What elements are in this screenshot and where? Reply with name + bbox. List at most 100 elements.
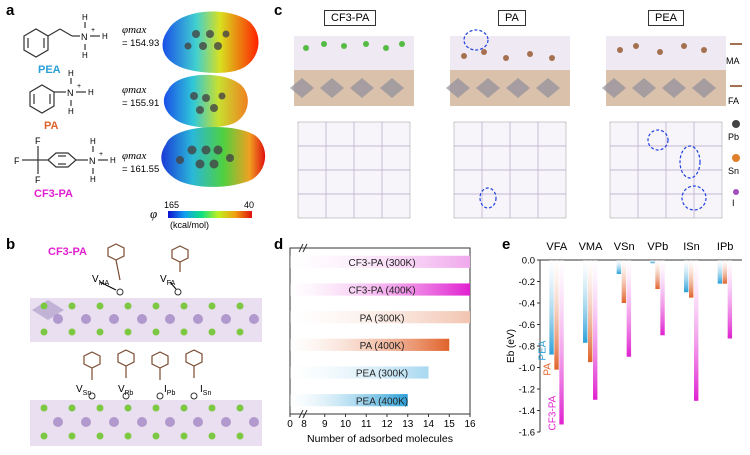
- legend-label-sn: Sn: [728, 166, 740, 176]
- y-tick-label-2: -0.4: [519, 299, 535, 310]
- phi-value-cf3pa: = 161.55: [122, 164, 160, 175]
- panel-d-chart: CF3-PA (300K) CF3-PA (400K) PA (300K) PA (4…: [287, 243, 476, 445]
- y-tick-label-1: -0.2: [519, 277, 535, 288]
- svg-text:F: F: [35, 175, 41, 185]
- column-title-pa: PA: [498, 10, 526, 26]
- phi-value-pea: = 154.93: [122, 38, 160, 49]
- structure-pea-side: [602, 36, 726, 106]
- x-axis-label: Number of adsorbed molecules: [307, 433, 453, 445]
- axis-break-mark: [298, 409, 304, 419]
- bar-CF3-PA-3: [660, 260, 665, 336]
- bar-CF3-PA-5: [727, 260, 733, 339]
- x-tick-label-8: 15: [444, 419, 456, 430]
- panel-c-graphics: [290, 29, 742, 219]
- y-tick-label-4: -0.8: [519, 342, 535, 353]
- bar-label-0: CF3-PA (300K): [348, 258, 415, 269]
- svg-text:N: N: [67, 88, 74, 98]
- phi-label-pa: φmax: [122, 84, 147, 96]
- panel-b-graphics: [30, 243, 262, 446]
- column-title-cf3pa: CF3-PA: [324, 10, 377, 26]
- bar-label-3: PA (400K): [360, 341, 405, 352]
- panel-letter-a: a: [6, 2, 15, 19]
- panel-letter-d: d: [274, 236, 284, 253]
- cf3pa-structure: [22, 146, 108, 174]
- svg-text:H: H: [68, 107, 74, 116]
- x-tick-label-4: 11: [361, 419, 372, 430]
- y-tick-label-5: -1.0: [519, 363, 535, 374]
- esp-map-pa: [163, 74, 248, 128]
- y-tick-label-6: -1.2: [519, 385, 535, 396]
- svg-text:H: H: [88, 88, 94, 97]
- bar-4: [290, 366, 429, 379]
- bar-PEA-2: [616, 260, 622, 274]
- bar-1: [290, 283, 470, 296]
- phi-value-pa: = 155.91: [122, 98, 160, 109]
- panel-b: CF3-PA VMA VFA VSn VPb IPb ISn: [0, 236, 270, 450]
- bar-CF3-PA-2: [626, 260, 632, 357]
- bar-PA-4: [689, 260, 694, 298]
- esp-map-cf3pa: [161, 126, 266, 187]
- bar-PEA-3: [650, 260, 655, 264]
- pea-structure: [23, 22, 100, 58]
- x-tick-label-3: 10: [340, 419, 352, 430]
- svg-text:H: H: [102, 32, 108, 41]
- structure-pea-top: [609, 121, 723, 219]
- category-label-3: VPb: [647, 241, 668, 253]
- svg-text:+: +: [77, 83, 81, 90]
- bar-PEA-5: [717, 260, 723, 284]
- molecule-label-cf3pa: CF3-PA: [34, 188, 73, 200]
- y-tick-label-7: -1.4: [519, 406, 535, 417]
- legend-i-icon: [733, 189, 739, 195]
- x-tick-label-2: 9: [322, 419, 328, 430]
- vacancy-label-vsn: VSn: [76, 384, 92, 397]
- x-tick-label-0: 0: [287, 419, 293, 430]
- phi-label-pea: φmax: [122, 24, 147, 36]
- panel-letter-c: c: [274, 2, 283, 19]
- bar-PEA-0: [549, 260, 554, 355]
- svg-text:H: H: [68, 69, 74, 78]
- axis-break-mark: [298, 243, 304, 253]
- y-tick-label-8: -1.6: [519, 428, 535, 439]
- pea-n-atom: N: [81, 32, 88, 42]
- bar-0: [290, 255, 470, 268]
- colorbar-symbol: φ: [150, 206, 158, 221]
- interstitial-label-isn: ISn: [200, 384, 212, 397]
- colorbar-max-label: 40: [244, 200, 255, 210]
- category-label-0: VFA: [546, 241, 567, 253]
- bar-PA-0: [554, 260, 559, 370]
- panel-e: 0.0 -0.2 -0.4 -0.6 -0.8 -1.0 -1.2 -1.4 -1.6 Eb (e…: [502, 236, 750, 450]
- vacancy-label-vma: VMA: [92, 274, 110, 287]
- legend-label-fa: FA: [728, 96, 740, 106]
- slab-top: [30, 298, 262, 342]
- svg-text:H: H: [110, 156, 116, 165]
- bar-PA-2: [621, 260, 627, 303]
- bar-PEA-1: [583, 260, 588, 343]
- colorbar-unit: (kcal/mol): [170, 220, 210, 230]
- plot-frame: [289, 247, 471, 415]
- esp-map-pea: [162, 11, 259, 73]
- bar-3: [290, 338, 450, 351]
- y-tick-label-0: 0.0: [522, 256, 535, 267]
- panel-a-graphics: N HHH + N HHH + FFF N HHH +: [14, 11, 266, 218]
- interstitial-label-ipb: IPb: [164, 384, 176, 397]
- svg-text:N: N: [89, 156, 96, 166]
- bar-CF3-PA-4: [694, 260, 699, 401]
- svg-text:H: H: [82, 51, 88, 60]
- x-tick-label-1: 8: [301, 419, 307, 430]
- svg-text:H: H: [90, 137, 96, 146]
- y-axis-label: Eb (eV): [506, 329, 517, 363]
- column-title-pea: PEA: [648, 10, 685, 26]
- svg-text:F: F: [14, 156, 20, 166]
- category-label-2: VSn: [614, 241, 635, 253]
- bar-label-4: PEA (300K): [356, 369, 408, 380]
- x-tick-label-7: 14: [423, 419, 435, 430]
- bar-PA-5: [722, 260, 728, 284]
- series-label-0: PEA: [537, 340, 548, 360]
- panel-letter-b: b: [6, 236, 16, 253]
- slab-bottom: [30, 400, 262, 446]
- adsorbed-molecules-bottom: [83, 349, 203, 380]
- bar-PEA-4: [684, 260, 689, 293]
- esp-colorbar: [168, 211, 252, 218]
- category-label-5: IPb: [717, 241, 734, 253]
- legend-label-pb: Pb: [728, 132, 740, 142]
